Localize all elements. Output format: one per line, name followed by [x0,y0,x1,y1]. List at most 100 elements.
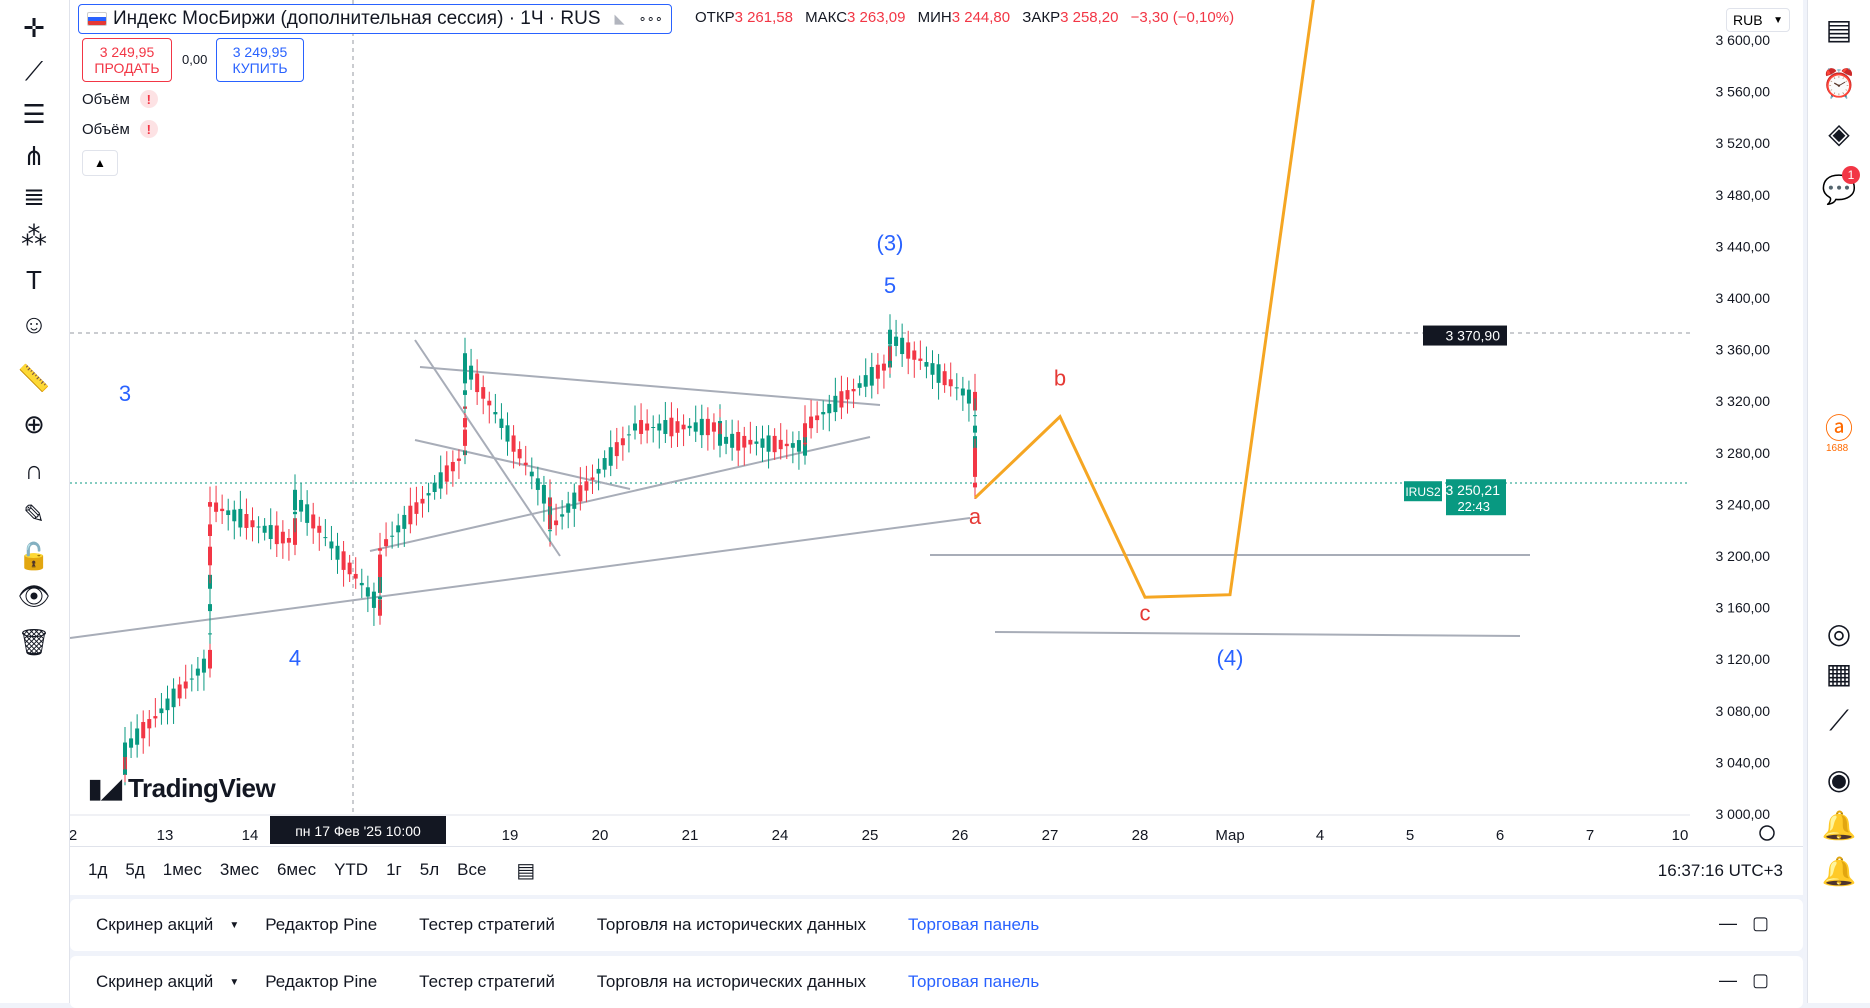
ruler-icon[interactable]: 📏 [17,362,51,393]
zoom-icon[interactable]: ⊕ [23,408,45,439]
x-tick-label: 19 [502,827,519,844]
alibaba-icon[interactable]: ⓐ 1688 [1824,413,1853,454]
range-1y[interactable]: 1г [386,860,402,879]
chat-icon[interactable]: 💬 1 [1818,166,1860,210]
buy-button[interactable]: 3 249,95 КУПИТЬ [216,38,304,82]
range-3m[interactable]: 3мес [219,860,259,879]
buy-price: 3 249,95 [232,44,288,60]
sell-button[interactable]: 3 249,95 ПРОДАТЬ [82,38,172,82]
tab-trading-panel[interactable]: Торговая панель [907,915,1040,934]
candle-body [766,435,771,452]
trend-line-icon[interactable]: ⟋ [24,56,44,86]
lock-icon[interactable]: 🔓 [17,540,51,571]
tab-replay-trading[interactable]: Торговля на исторических данных [596,972,866,991]
tab-screener[interactable]: Скринер акций [96,915,214,934]
bottom-panel: Скринер акций ▼ Редактор Pine Тестер стра… [70,956,1803,1008]
emoji-icon[interactable]: ☺ [20,308,48,339]
range-5y[interactable]: 5л [419,860,440,879]
spread-value: 0,00 [182,52,208,67]
y-tick-label: 3 600,00 [1716,32,1771,48]
tab-pine-editor[interactable]: Редактор Pine [265,972,378,991]
text-icon[interactable]: T [26,264,42,295]
indicator-label: Объём [82,90,130,108]
chart-area[interactable]: 3 600,00 3 560,00 3 520,00 3 480,00 3 440,00… [70,0,1803,895]
magnet-icon[interactable]: ∩ [24,454,44,485]
indicator-volume-1[interactable]: Объём ! [82,90,158,108]
lock-draw-icon[interactable]: ✎ [23,498,45,529]
candle-body [645,423,650,431]
bell-icon[interactable]: 🔔 [1821,809,1857,841]
minimize-icon[interactable]: — [1718,913,1737,933]
range-ytd[interactable]: YTD [334,860,369,879]
tradingview-logo: ▮◢ TradingView [88,773,276,804]
horizontal-lines-icon[interactable]: ☰ [22,98,46,129]
candle-body [973,482,977,488]
range-1m[interactable]: 1мес [162,860,202,879]
tab-trading-panel[interactable]: Торговая панель [907,972,1040,991]
candle-body [626,434,631,436]
clock[interactable]: 16:37:16 UTC+3 [1657,861,1783,880]
maximize-icon[interactable]: ▢ [1751,913,1769,933]
candle-body [590,477,595,480]
candle-body [390,535,395,537]
candle-body [639,420,644,434]
watchlist-icon[interactable]: ▤ [1825,13,1853,45]
y-tick-label: 3 280,00 [1716,445,1771,461]
bell-outline-icon[interactable]: 🔔 [1821,855,1857,887]
candle-body [341,551,346,570]
tab-pine-editor[interactable]: Редактор Pine [265,915,378,934]
range-1d[interactable]: 1д [88,860,108,879]
eye-icon[interactable]: 👁 [17,580,51,611]
buy-label: КУПИТЬ [232,60,288,76]
tab-strategy-tester[interactable]: Тестер стратегий [419,915,555,934]
date-range-icon[interactable]: ▤ [516,859,536,882]
candle-body [208,649,212,669]
alarm-icon[interactable]: ⏰ [1821,67,1857,99]
currency-select[interactable]: RUB ▼ [1726,8,1790,32]
trash-icon[interactable]: 🗑 [17,626,51,657]
candle-body [736,431,741,451]
minimize-icon[interactable]: — [1718,970,1737,990]
x-tick-label: 27 [1042,827,1059,844]
symbol-title[interactable]: Индекс МосБиржи (дополнительная сессия) … [78,4,672,34]
right-toolbar: ▤ ⏰ ◈ 💬 1 ⓐ 1688 ◎ ▦ ⟋ ◉ 🔔 🔔 [1807,0,1870,1003]
collapse-legend-button[interactable]: ▲ [82,150,118,176]
candle-body [535,478,540,490]
warning-icon[interactable]: ! [139,120,158,138]
tab-screener[interactable]: Скринер акций [96,972,214,991]
calendar-icon[interactable]: ▦ [1825,657,1853,689]
range-all[interactable]: Все [457,860,487,879]
tab-replay-trading[interactable]: Торговля на исторических данных [596,915,866,934]
candle-body [554,520,559,526]
x-tick-label: 5 [1406,827,1414,844]
indicator-volume-2[interactable]: Объём ! [82,120,158,138]
candle-body [329,541,334,549]
candle-body [657,423,662,431]
candle-body [517,449,522,459]
tab-strategy-tester[interactable]: Тестер стратегий [419,972,555,991]
more-options-icon[interactable]: ∘∘∘ [638,11,663,26]
x-tick-label: 28 [1132,827,1149,844]
crosshair-icon[interactable]: ✛ [23,12,45,43]
chevron-down-icon[interactable]: ▼ [229,919,240,931]
ideas-icon[interactable]: ⟋ [1829,704,1849,736]
target-icon[interactable]: ◎ [1826,617,1852,649]
range-6m[interactable]: 6мес [276,860,317,879]
maximize-icon[interactable]: ▢ [1751,970,1769,990]
trend-line [419,366,881,406]
candle-body [693,422,698,432]
warning-icon[interactable]: ! [139,90,158,108]
mark-icon[interactable]: ◣ [614,11,625,26]
stream-icon[interactable]: ◉ [1826,763,1852,795]
pattern-icon[interactable]: ⁂ [21,220,47,251]
fib-icon[interactable]: ≣ [23,180,45,211]
chevron-up-icon: ▲ [94,156,106,170]
y-tick-label: 3 200,00 [1716,548,1771,564]
chevron-down-icon[interactable]: ▼ [229,976,240,988]
price-chart[interactable]: 3 600,003 560,003 520,003 480,003 440,00… [70,0,1803,846]
range-5d[interactable]: 5д [125,860,145,879]
candle-body [888,329,892,344]
pitchfork-icon[interactable]: ⋔ [23,140,45,171]
layers-icon[interactable]: ◈ [1828,117,1850,149]
candle-body [529,471,534,477]
